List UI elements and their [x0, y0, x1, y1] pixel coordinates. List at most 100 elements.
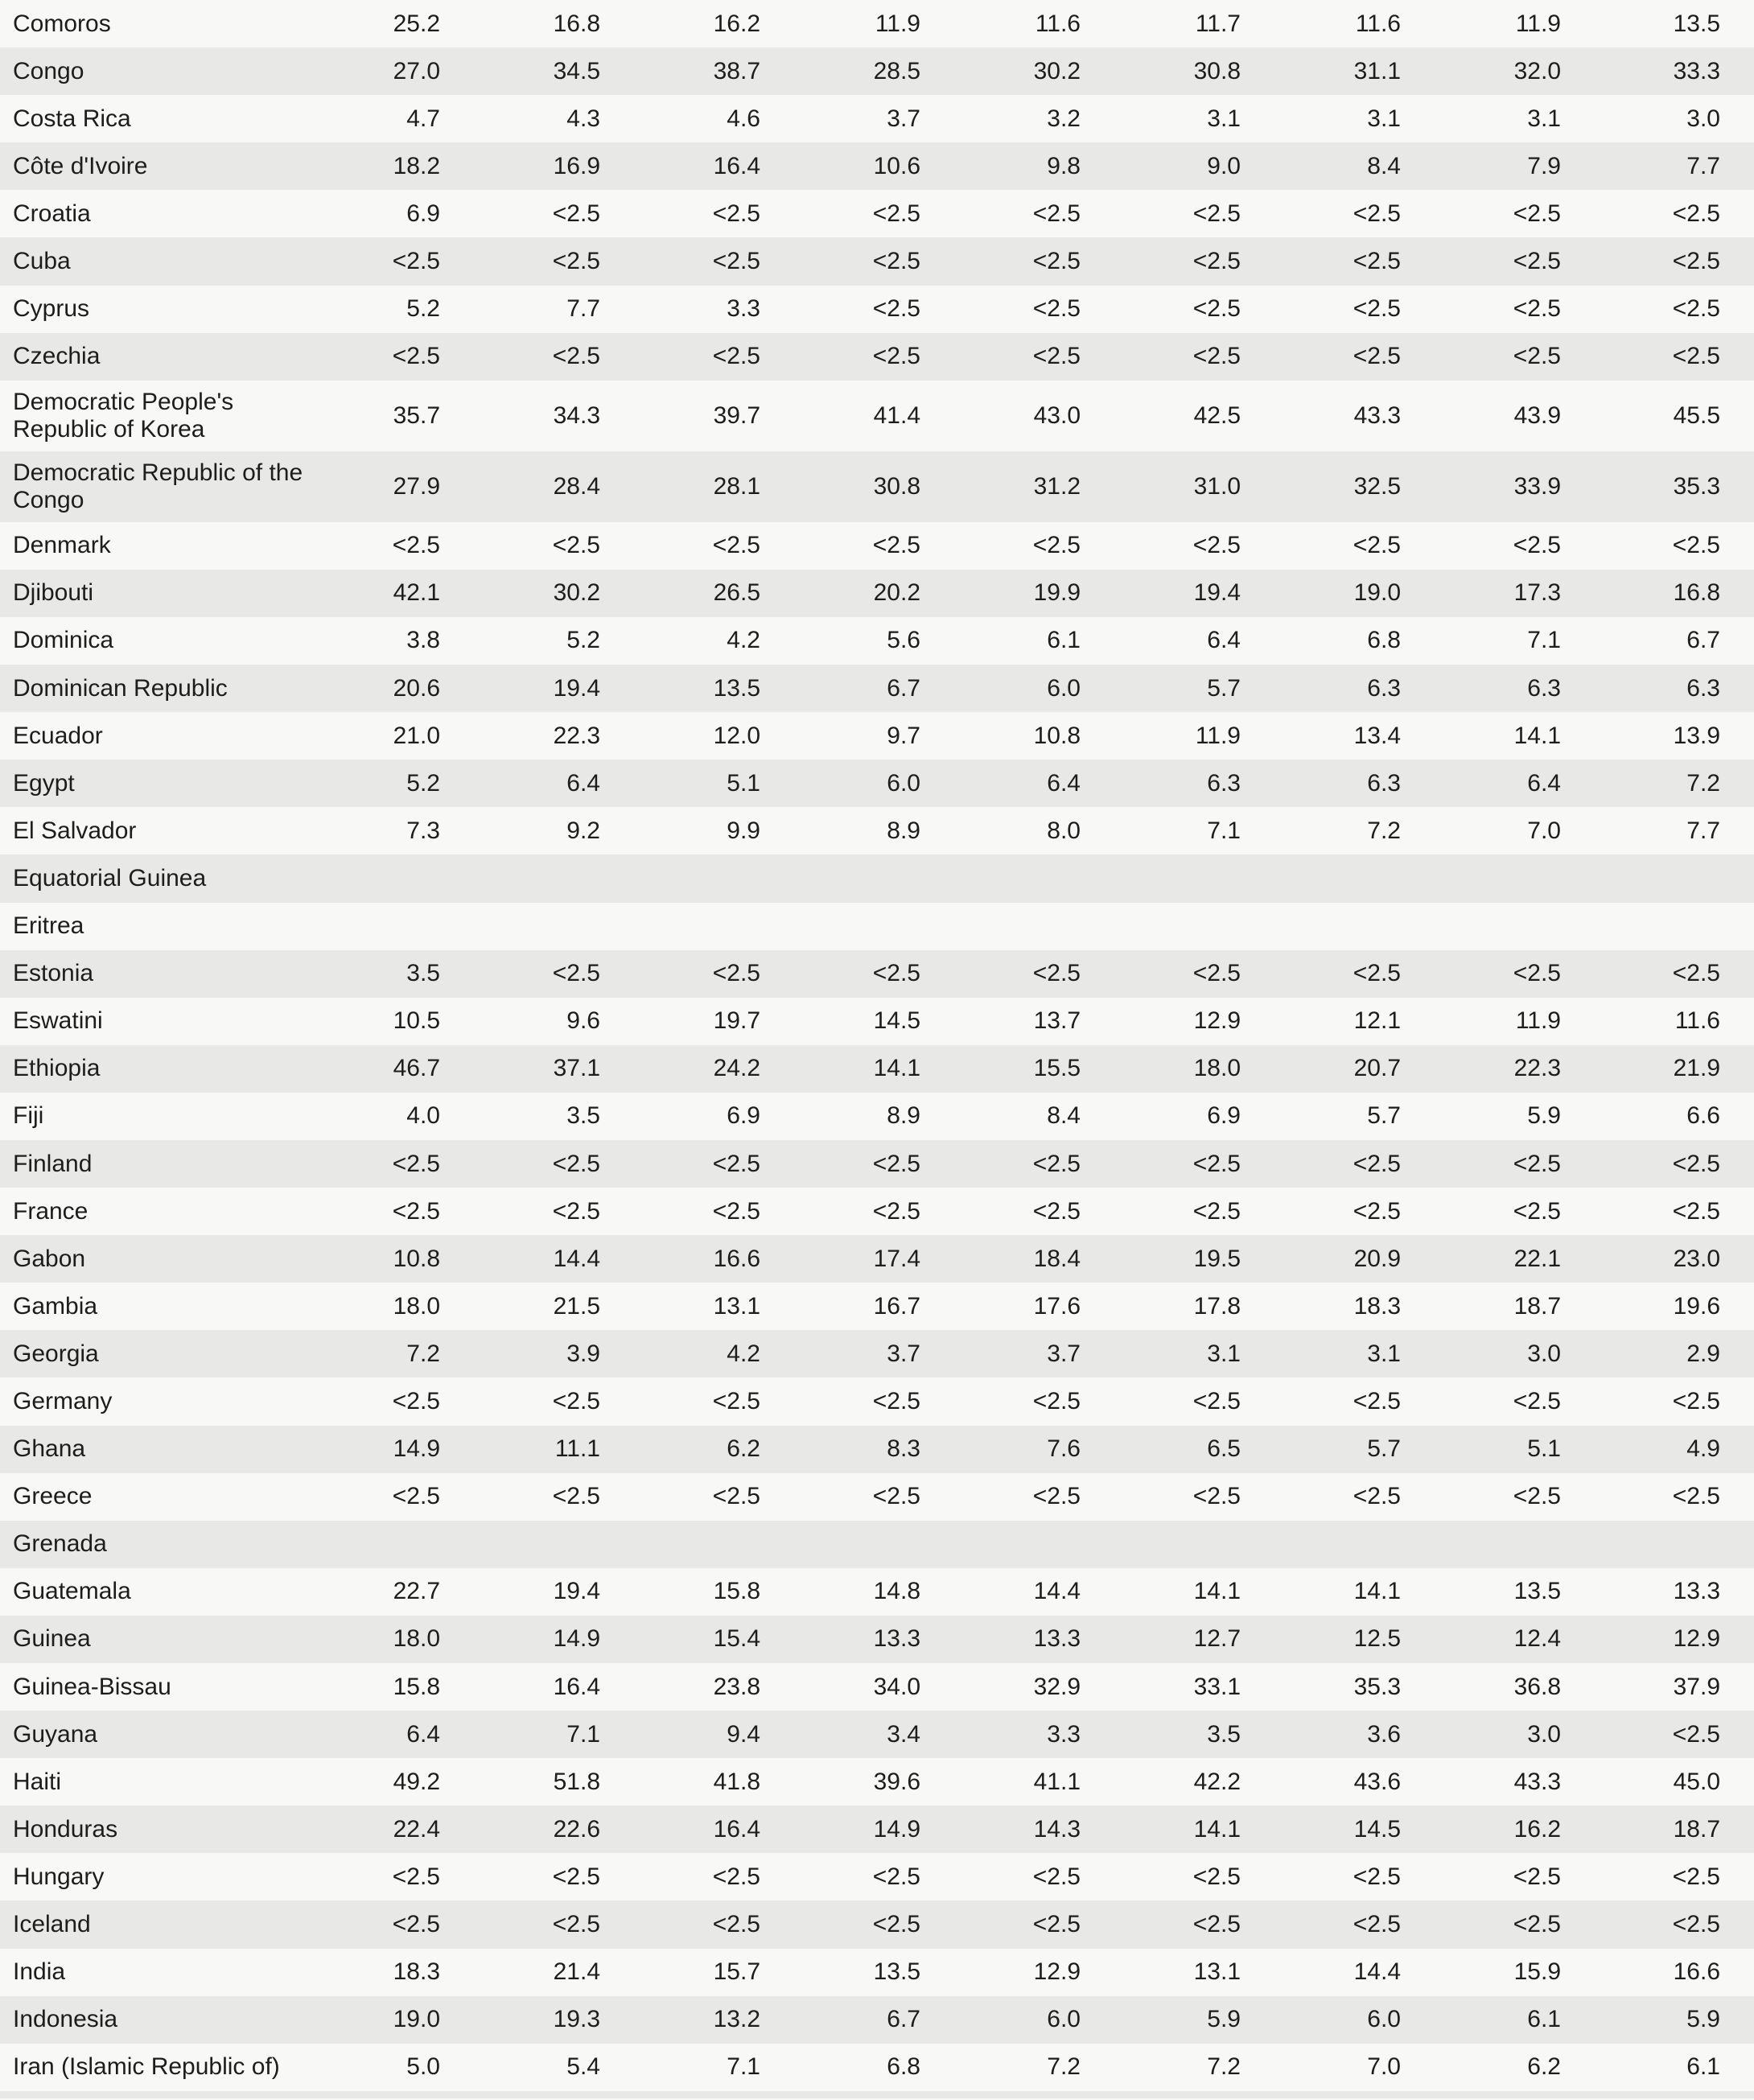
table-row: Grenada: [0, 1520, 1754, 1568]
value-cell: <2.5: [1032, 1483, 1081, 1510]
value-cell: 6.7: [887, 674, 920, 702]
value-cell: 14.1: [1193, 1815, 1241, 1843]
value-cell: <2.5: [1192, 1387, 1241, 1414]
country-name: Djibouti: [13, 579, 94, 607]
value-cell: 43.3: [1353, 401, 1401, 429]
country-name: Guinea: [13, 1625, 91, 1653]
value-cell: [1401, 854, 1561, 902]
value-cell: 22.6: [553, 1815, 600, 1843]
value-cell: 12.7: [1193, 1625, 1241, 1653]
value-cell: 6.4: [406, 1720, 440, 1748]
value-cell: 11.9: [1515, 10, 1561, 37]
value-cell: 19.4: [553, 1578, 600, 1605]
table-row: India 18.3 21.4 15.7 13.5 12.9 13.1 14.4 15.9 16.…: [0, 1949, 1754, 1996]
table-row: Cyprus 5.2 7.7 3.3 <2.5 <2.5 <2.5 <2.5 <2.5 <2.5: [0, 286, 1754, 333]
value-cell: 18.0: [393, 1292, 440, 1320]
value-cell: <2.5: [1032, 343, 1081, 370]
value-cell: 11.7: [1195, 10, 1241, 37]
value-cell: 27.9: [393, 472, 440, 500]
value-cell: <2.5: [392, 1197, 440, 1225]
table-row: Dominica 3.8 5.2 4.2 5.6 6.1 6.4 6.8 7.1 6.7: [0, 617, 1754, 665]
value-cell: <2.5: [392, 532, 440, 559]
value-cell: 6.0: [1367, 2006, 1401, 2033]
value-cell: [1561, 854, 1754, 902]
table-row: El Salvador 7.3 9.2 9.9 8.9 8.0 7.1 7.2 7.0 7.7: [0, 807, 1754, 854]
value-cell: <2.5: [712, 343, 760, 370]
country-name: France: [13, 1197, 89, 1225]
country-name: India: [13, 1958, 66, 1986]
value-cell: 27.0: [393, 57, 440, 84]
value-cell: <2.5: [1353, 200, 1401, 227]
value-cell: <2.5: [552, 248, 600, 275]
value-cell: 45.0: [1673, 1768, 1720, 1795]
value-cell: [1241, 854, 1401, 902]
value-cell: 32.5: [1353, 472, 1401, 500]
value-cell: <2.5: [1032, 1197, 1081, 1225]
value-cell: 12.9: [1193, 1007, 1241, 1035]
table-row: Djibouti 42.1 30.2 26.5 20.2 19.9 19.4 19.0 17.3…: [0, 569, 1754, 617]
value-cell: 45.5: [1673, 401, 1720, 429]
value-cell: <2.5: [1353, 1483, 1401, 1510]
value-cell: 13.5: [1513, 1578, 1561, 1605]
value-cell: [327, 854, 440, 902]
value-cell: 18.3: [393, 1958, 440, 1986]
value-cell: 36.8: [1513, 1673, 1561, 1700]
value-cell: 3.4: [887, 1720, 920, 1748]
value-cell: <2.5: [1353, 343, 1401, 370]
value-cell: 7.7: [566, 295, 600, 323]
value-cell: 10.5: [393, 1007, 440, 1035]
country-name: El Salvador: [13, 817, 137, 844]
table-row: Equatorial Guinea: [0, 854, 1754, 903]
value-cell: <2.5: [872, 532, 920, 559]
table-row: Gabon 10.8 14.4 16.6 17.4 18.4 19.5 20.9 22.1 23.…: [0, 1235, 1754, 1283]
value-cell: 38.7: [713, 57, 760, 84]
value-cell: 13.3: [873, 1625, 920, 1653]
value-cell: <2.5: [872, 200, 920, 227]
value-cell: 20.9: [1353, 1245, 1401, 1272]
country-name: Dominica: [13, 627, 114, 654]
value-cell: 5.9: [1527, 1102, 1561, 1130]
value-cell: <2.5: [1672, 1387, 1720, 1414]
value-cell: 6.4: [1527, 769, 1561, 797]
value-cell: 3.8: [406, 627, 440, 654]
value-cell: 13.4: [1353, 722, 1401, 749]
table-row: Ghana 14.9 11.1 6.2 8.3 7.6 6.5 5.7 5.1 4.9: [0, 1425, 1754, 1473]
value-cell: 30.8: [873, 472, 920, 500]
value-cell: 23.0: [1673, 1245, 1720, 1272]
country-name: Cyprus: [13, 295, 90, 323]
value-cell: 3.5: [406, 960, 440, 987]
value-cell: 8.4: [1367, 152, 1401, 179]
value-cell: 16.8: [553, 10, 600, 37]
value-cell: 7.2: [406, 1340, 440, 1367]
value-cell: <2.5: [1672, 960, 1720, 987]
value-cell: <2.5: [392, 1863, 440, 1890]
value-cell: <2.5: [1672, 1197, 1720, 1225]
value-cell: 13.2: [713, 2006, 760, 2033]
value-cell: <2.5: [1353, 1863, 1401, 1890]
value-cell: 21.4: [553, 1958, 600, 1986]
value-cell: [920, 1521, 1081, 1568]
country-name: Guinea-Bissau: [13, 1673, 171, 1700]
value-cell: 5.9: [1686, 2006, 1720, 2033]
value-cell: 19.9: [1033, 579, 1081, 607]
value-cell: <2.5: [1513, 295, 1561, 323]
table-row: Iceland <2.5 <2.5 <2.5 <2.5 <2.5 <2.5 <2.5 <2.5 <…: [0, 1900, 1754, 1949]
value-cell: 5.2: [406, 295, 440, 323]
table-row: Estonia 3.5 <2.5 <2.5 <2.5 <2.5 <2.5 <2.5 <2.5 <2…: [0, 949, 1754, 998]
value-cell: [440, 854, 600, 902]
value-cell: 3.1: [1367, 1340, 1401, 1367]
value-cell: <2.5: [1192, 1483, 1241, 1510]
value-cell: <2.5: [712, 1483, 760, 1510]
value-cell: <2.5: [1032, 960, 1081, 987]
country-name: Denmark: [13, 532, 111, 559]
value-cell: 43.6: [1353, 1768, 1401, 1795]
value-cell: 3.6: [1367, 1720, 1401, 1748]
value-cell: 7.2: [1367, 817, 1401, 844]
value-cell: <2.5: [552, 1863, 600, 1890]
value-cell: 16.4: [553, 1673, 600, 1700]
value-cell: <2.5: [552, 1483, 600, 1510]
value-cell: 14.9: [393, 1435, 440, 1463]
value-cell: 14.4: [1353, 1958, 1401, 1986]
value-cell: 15.8: [713, 1578, 760, 1605]
value-cell: 2.9: [1686, 1340, 1720, 1367]
